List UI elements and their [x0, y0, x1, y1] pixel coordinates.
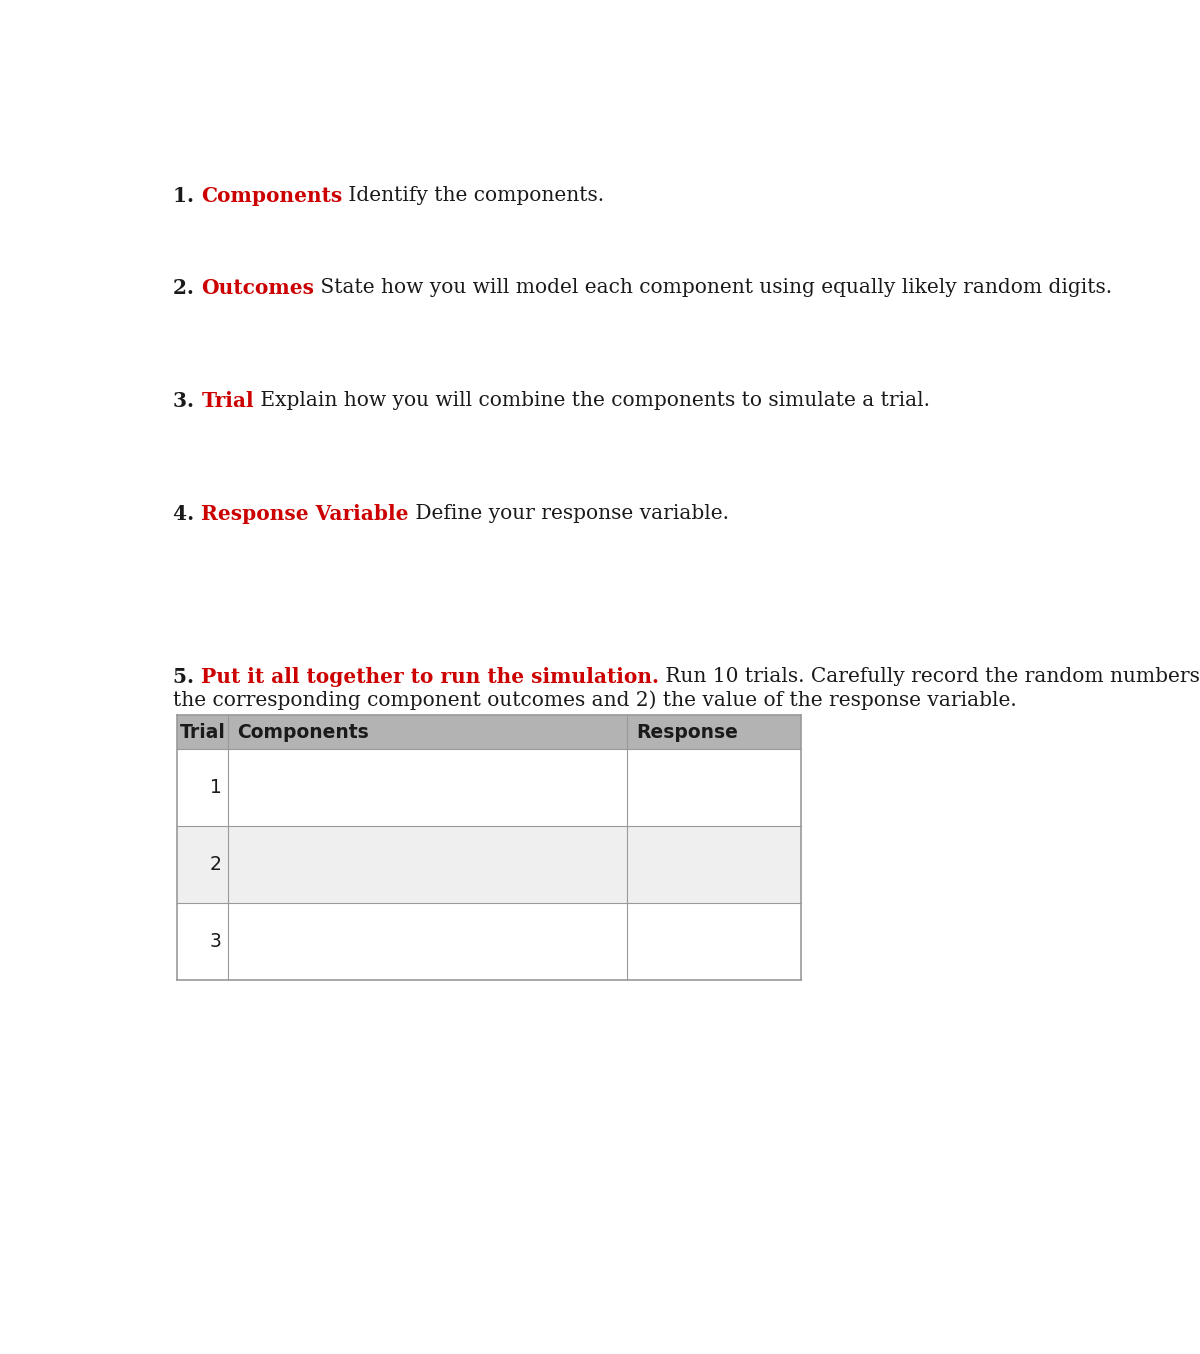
Text: 3.: 3.: [173, 391, 202, 412]
Text: State how you will model each component using equally likely random digits.: State how you will model each component …: [314, 278, 1112, 297]
Text: Outcomes: Outcomes: [202, 278, 314, 298]
Text: Components: Components: [236, 723, 368, 742]
Text: Explain how you will combine the components to simulate a trial.: Explain how you will combine the compone…: [254, 391, 930, 410]
Text: 5.: 5.: [173, 666, 202, 686]
Text: Define your response variable.: Define your response variable.: [409, 504, 728, 523]
Bar: [178, 715, 802, 749]
Bar: [178, 826, 802, 903]
Text: the corresponding component outcomes and 2) the value of the response variable.: the corresponding component outcomes and…: [173, 691, 1018, 709]
Text: Trial: Trial: [202, 391, 254, 412]
Text: Run 10 trials. Carefully record the random numbers, indicating 1): Run 10 trials. Carefully record the rand…: [659, 666, 1200, 686]
Bar: [178, 903, 802, 980]
Text: 4.: 4.: [173, 504, 202, 524]
Text: Put it all together to run the simulation.: Put it all together to run the simulatio…: [202, 666, 659, 686]
Text: 2: 2: [210, 856, 222, 875]
Text: Identify the components.: Identify the components.: [342, 185, 605, 204]
Text: 3: 3: [210, 932, 222, 952]
Text: Components: Components: [202, 185, 342, 206]
Text: Response Variable: Response Variable: [202, 504, 409, 524]
Text: 1.: 1.: [173, 185, 202, 206]
Bar: [178, 749, 802, 826]
Text: Response: Response: [636, 723, 738, 742]
Text: 2.: 2.: [173, 278, 202, 298]
Text: 1: 1: [210, 779, 222, 798]
Text: Trial: Trial: [179, 723, 226, 742]
